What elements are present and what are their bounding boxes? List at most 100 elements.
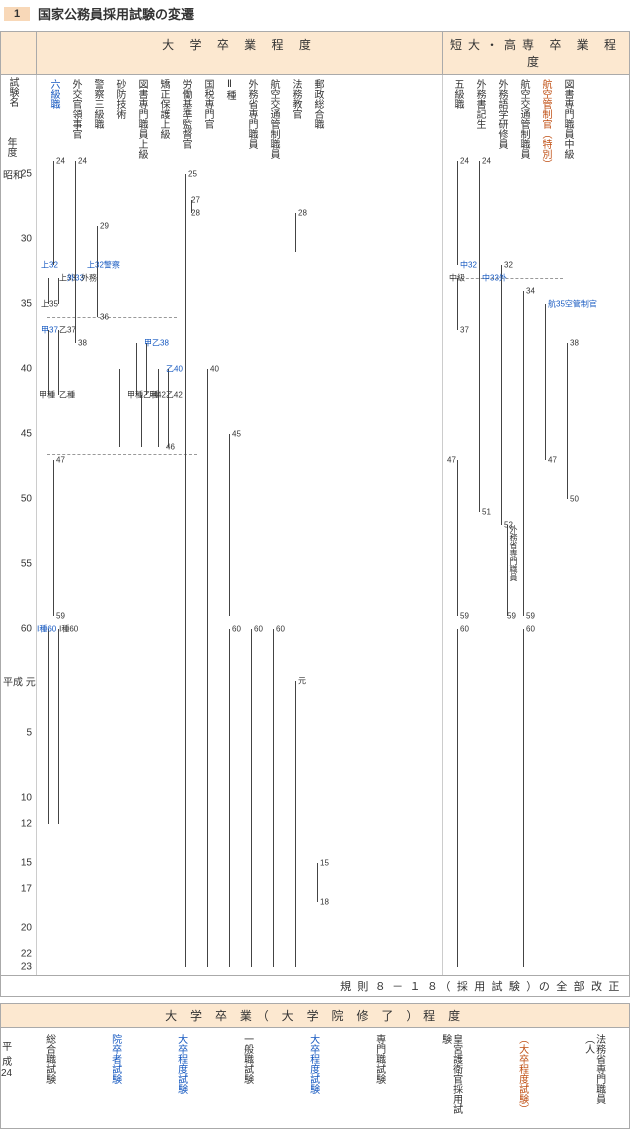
point-label: 甲42乙42	[149, 390, 183, 401]
column-header: 外務省専門職員	[246, 79, 257, 149]
column-header: 外務語学研修員	[496, 79, 507, 149]
point-label: 50	[570, 495, 579, 504]
timeline-segment	[567, 343, 568, 499]
column-header: 国税専門官	[202, 79, 213, 129]
title-text: 国家公務員採用試験の変遷	[38, 4, 194, 23]
lower-items: 総合職試験院卒者試験大卒程度試験一般職試験大卒程度試験専門職試験皇宮護衛官採用試…	[16, 1034, 630, 1122]
lower-axis: 平成 24	[1, 1034, 16, 1122]
point-label: 25	[188, 170, 197, 179]
point-label: 中33外	[482, 273, 507, 284]
point-label: 甲種	[39, 390, 55, 401]
axis-tick: 60	[21, 624, 32, 635]
header-tandai: 短大・高専 卒 業 程 度	[443, 32, 629, 75]
timeline-segment	[48, 330, 49, 395]
axis-exam-label: 試験名	[5, 77, 20, 107]
point-label: 38	[570, 339, 579, 348]
point-label: 47	[548, 456, 557, 465]
title-number: 1	[4, 7, 30, 21]
point-label: 28	[191, 209, 200, 218]
timeline-segment	[75, 161, 76, 343]
axis-tick: 23	[21, 962, 32, 973]
axis-tick: 5	[26, 728, 32, 739]
column-header: Ⅱ種	[224, 79, 235, 100]
point-label: 59	[526, 612, 535, 621]
lower-exam-item: 総合職試験	[44, 1034, 55, 1122]
timeline-segment	[523, 291, 524, 616]
timeline-segment	[136, 343, 137, 395]
point-label: 34	[526, 287, 535, 296]
point-label: 46	[166, 443, 175, 452]
lower-exam-item: 皇宮護衛官採用試験	[440, 1034, 462, 1122]
lower-exam-item: （大卒程度試験）	[517, 1034, 528, 1122]
point-label: 上32警察	[87, 260, 120, 271]
branch-label: 外務省専門職員	[509, 525, 517, 581]
column-header: 外交官領事官	[70, 79, 81, 139]
point-label: 24	[460, 157, 469, 166]
point-label: 60	[460, 625, 469, 634]
chart-body: 試験名 年度2530354045505560121722235101520昭和平…	[1, 75, 629, 975]
timeline-segment	[251, 629, 252, 967]
point-label: 24	[56, 157, 65, 166]
timeline-segment	[146, 343, 147, 395]
point-label: 29	[100, 222, 109, 231]
point-label: Ⅰ種60	[59, 624, 78, 635]
column-header: 図書専門職員上級	[136, 79, 147, 159]
axis-tick: 20	[21, 923, 32, 934]
timeline-segment	[97, 226, 98, 317]
point-label: 中級	[449, 273, 465, 284]
point-label: 中32	[460, 260, 477, 271]
lower-exam-item: 大卒程度試験	[176, 1034, 187, 1122]
timeline-segment	[457, 161, 458, 265]
point-label: 38	[78, 339, 87, 348]
lower-header: 大 学 卒 業（ 大 学 院 修 了 ）程 度	[1, 1004, 629, 1028]
axis-tick: 50	[21, 494, 32, 505]
axis-tick: 45	[21, 429, 32, 440]
column-header: 図書専門職員中級	[562, 79, 573, 159]
timeline-segment	[53, 460, 54, 616]
timeline-segment	[185, 174, 186, 967]
axis-tick: 35	[21, 299, 32, 310]
point-label: 59	[56, 612, 65, 621]
column-group-header: 大 学 卒 業 程 度 短大・高専 卒 業 程 度	[1, 32, 629, 75]
timeline-segment	[273, 629, 274, 967]
timeline-segment	[53, 161, 54, 265]
timeline-segment	[523, 629, 524, 967]
column-header: 六級職	[48, 79, 59, 109]
point-label: 28	[298, 209, 307, 218]
point-label: 航35空管制官	[548, 299, 597, 310]
point-label: 60	[526, 625, 535, 634]
dashed-connector	[47, 317, 177, 318]
timeline-segment	[58, 330, 59, 395]
axis-tick: 30	[21, 234, 32, 245]
lower-body: 平成 24 総合職試験院卒者試験大卒程度試験一般職試験大卒程度試験専門職試験皇宮…	[1, 1028, 629, 1128]
point-label: 24	[78, 157, 87, 166]
era-label: 昭和	[3, 167, 23, 182]
timeline-segment	[119, 369, 120, 447]
point-label: 45	[232, 430, 241, 439]
column-header: 郵政総合職	[312, 79, 323, 129]
point-label: 60	[276, 625, 285, 634]
point-label: 32	[504, 261, 513, 270]
column-header: 航空交通管制職員	[518, 79, 529, 159]
point-label: 27	[191, 196, 200, 205]
point-label: 元	[298, 676, 306, 687]
lower-exam-item: 大卒程度試験	[308, 1034, 319, 1122]
lower-exam-item: 一般職試験	[242, 1034, 253, 1122]
timeline-segment	[229, 434, 230, 616]
point-label: Ⅰ種60	[37, 624, 56, 635]
axis-tick: 15	[21, 858, 32, 869]
point-label: 18	[320, 898, 329, 907]
point-label: 甲乙38	[144, 338, 169, 349]
point-label: 24	[482, 157, 491, 166]
column-header: 警察三級職	[92, 79, 103, 129]
axis-tick: 10	[21, 793, 32, 804]
timeline-segment	[58, 629, 59, 824]
timeline-segment	[317, 863, 318, 902]
column-header: 五級職	[452, 79, 463, 109]
point-label: 上35	[41, 299, 58, 310]
timeline-segment	[207, 369, 208, 967]
main-chart: 大 学 卒 業 程 度 短大・高専 卒 業 程 度 試験名 年度25303540…	[0, 31, 630, 976]
axis-tick: 22	[21, 949, 32, 960]
column-header: 航空交通管制職員	[268, 79, 279, 159]
axis-tick: 12	[21, 819, 32, 830]
